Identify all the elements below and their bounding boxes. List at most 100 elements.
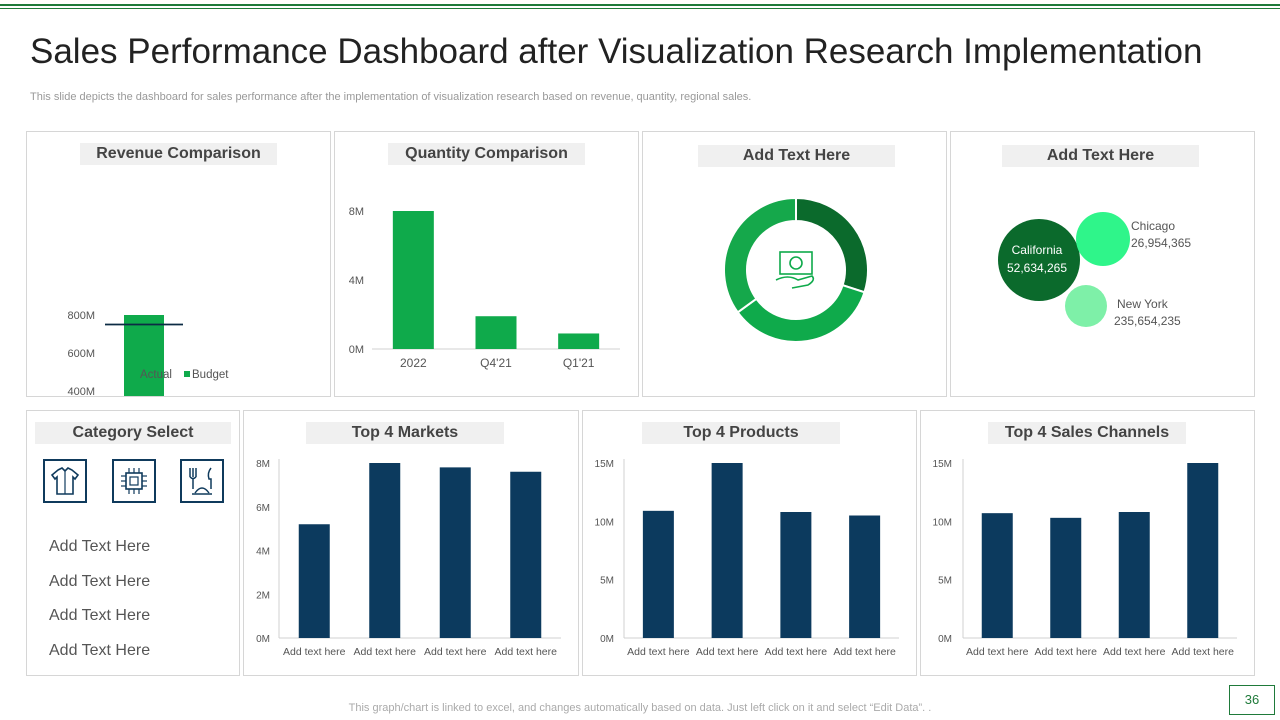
quantity-title: Quantity Comparison: [388, 143, 585, 165]
page-number: 36: [1229, 685, 1275, 715]
donut-chart[interactable]: [643, 132, 946, 396]
utensils-icon[interactable]: [180, 459, 224, 503]
y-tick-label: 5M: [938, 576, 952, 587]
footer-note: This graph/chart is linked to excel, and…: [348, 702, 932, 714]
page-subtitle: This slide depicts the dashboard for sal…: [30, 91, 752, 103]
bubble-value: 26,954,365: [1131, 236, 1191, 250]
y-tick-label: 6M: [256, 503, 270, 514]
bubble-panel: Add Text Here California 52,634,265 Chicag…: [950, 131, 1255, 397]
x-tick-label: Add text here: [696, 646, 759, 658]
y-tick-label: 0M: [600, 634, 614, 645]
x-tick-label: Add text here: [833, 646, 896, 658]
products-title: Top 4 Products: [642, 422, 840, 444]
bubble-label: New York: [1117, 297, 1169, 311]
bar: [392, 211, 434, 349]
revenue-title: Revenue Comparison: [80, 143, 277, 165]
bar: [711, 463, 743, 638]
y-tick-label: 0M: [256, 634, 270, 645]
category-item-4[interactable]: Add Text Here: [49, 642, 151, 659]
x-tick-label: Add text here: [283, 646, 346, 658]
channels-title: Top 4 Sales Channels: [988, 422, 1186, 444]
bar: [439, 467, 471, 638]
y-tick-label: 4M: [349, 275, 364, 287]
x-tick-label: 2022: [400, 356, 427, 370]
x-tick-label: Add text here: [966, 646, 1029, 658]
y-tick-label: 10M: [595, 517, 614, 528]
y-tick-label: 2M: [256, 590, 270, 601]
category-item-1[interactable]: Add Text Here: [49, 538, 151, 555]
bar: [981, 513, 1013, 638]
donut-slice: [723, 196, 797, 314]
bubble-chicago: [1076, 212, 1130, 266]
bar: [642, 510, 674, 638]
bar: [558, 333, 600, 349]
quantity-panel: Quantity Comparison 0M 4M 8M 2022 Q4'21 Q1'21: [334, 131, 639, 397]
category-panel: Category Select Add: [26, 410, 240, 676]
donut-title: Add Text Here: [698, 145, 895, 167]
bubble-label: Chicago: [1131, 219, 1175, 233]
y-tick-label: 0M: [938, 634, 952, 645]
legend-swatch-actual: [132, 371, 138, 377]
y-tick-label: 5M: [600, 576, 614, 587]
bar: [780, 512, 812, 638]
bubble-title: Add Text Here: [1002, 145, 1199, 167]
markets-title: Top 4 Markets: [306, 422, 504, 444]
legend-actual: Actual: [140, 369, 172, 381]
category-item-3[interactable]: Add Text Here: [49, 607, 151, 624]
x-tick-label: Add text here: [765, 646, 828, 658]
products-panel: Top 4 Products 0M 5M 10M 15M Add text here Ad…: [582, 410, 917, 676]
bar: [1118, 512, 1150, 638]
bubble-label: California: [1012, 243, 1063, 257]
y-tick-label: 8M: [349, 206, 364, 218]
page-title: Sales Performance Dashboard after Visual…: [30, 32, 1203, 71]
money-icon: [775, 251, 815, 289]
products-chart[interactable]: 0M 5M 10M 15M Add text here Add text here Add …: [583, 411, 916, 675]
x-tick-label: Add text here: [1035, 646, 1098, 658]
bar: [475, 316, 517, 349]
y-tick-label: 15M: [595, 459, 614, 470]
y-tick-label: 10M: [933, 517, 952, 528]
x-tick-label: Q4'21: [480, 356, 512, 370]
chip-icon[interactable]: [112, 459, 156, 503]
y-tick-label: 0M: [349, 344, 364, 356]
bubble-value: 52,634,265: [1007, 261, 1067, 275]
category-item-2[interactable]: Add Text Here: [49, 573, 151, 590]
y-tick-label: 800M: [67, 310, 95, 322]
y-tick-label: 8M: [256, 459, 270, 470]
x-tick-label: Add text here: [424, 646, 487, 658]
x-tick-label: Add text here: [495, 646, 558, 658]
bar: [510, 471, 542, 638]
x-tick-label: Q1'21: [563, 356, 595, 370]
bar: [1050, 517, 1082, 638]
shirt-icon[interactable]: [43, 459, 87, 503]
bubble-newyork: [1065, 285, 1107, 327]
markets-chart[interactable]: 0M 2M 4M 6M 8M Add text here Add text here Add …: [244, 411, 578, 675]
bar: [124, 315, 164, 396]
bar: [1187, 463, 1219, 638]
top-rule-thin: [0, 8, 1280, 9]
category-title: Category Select: [35, 422, 231, 444]
bar: [369, 463, 401, 638]
y-tick-label: 15M: [933, 459, 952, 470]
bubble-chart[interactable]: California 52,634,265 Chicago 26,954,365 New…: [951, 132, 1254, 396]
x-tick-label: Add text here: [1172, 646, 1235, 658]
markets-panel: Top 4 Markets 0M 2M 4M 6M 8M Add text here Add…: [243, 410, 579, 676]
donut-slice: [736, 283, 866, 343]
channels-chart[interactable]: 0M 5M 10M 15M Add text here Add text here Add …: [921, 411, 1254, 675]
donut-panel: Add Text Here: [642, 131, 947, 397]
bar: [298, 524, 330, 638]
y-tick-label: 600M: [67, 348, 95, 360]
quantity-chart[interactable]: 0M 4M 8M 2022 Q4'21 Q1'21: [335, 132, 638, 396]
x-tick-label: Add text here: [354, 646, 417, 658]
y-tick-label: 400M: [67, 386, 95, 396]
legend-swatch-budget: [184, 371, 190, 377]
bar: [849, 515, 881, 638]
x-tick-label: Add text here: [1103, 646, 1166, 658]
top-rule: [0, 4, 1280, 6]
bubble-value: 235,654,235: [1114, 314, 1181, 328]
y-tick-label: 4M: [256, 547, 270, 558]
bubble-california: [998, 219, 1080, 301]
channels-panel: Top 4 Sales Channels 0M 5M 10M 15M Add text …: [920, 410, 1255, 676]
x-tick-label: Add text here: [627, 646, 690, 658]
